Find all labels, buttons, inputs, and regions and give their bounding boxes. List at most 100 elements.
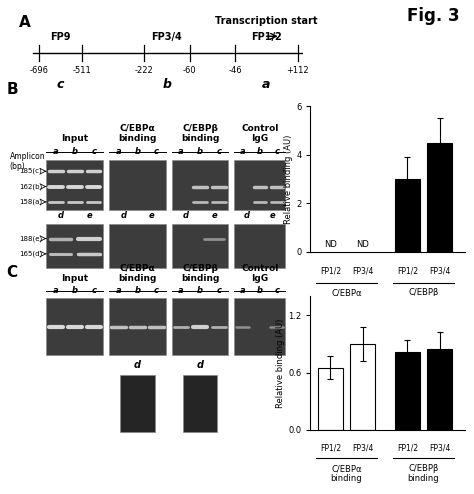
Text: C/EBPα
binding: C/EBPα binding: [331, 288, 362, 308]
Text: a: a: [53, 286, 59, 294]
Text: -511: -511: [72, 66, 91, 75]
Text: a: a: [240, 147, 246, 156]
Text: c: c: [217, 147, 221, 156]
Text: -696: -696: [29, 66, 48, 75]
Bar: [46, 224, 103, 268]
Text: Control
IgG: Control IgG: [241, 264, 278, 283]
Text: d: d: [58, 211, 64, 220]
Text: a: a: [53, 147, 59, 156]
Text: a: a: [116, 286, 121, 294]
Text: e: e: [86, 211, 92, 220]
Text: ND: ND: [356, 240, 369, 249]
Text: c: c: [154, 147, 159, 156]
Bar: [172, 224, 228, 268]
Text: Input: Input: [61, 134, 89, 143]
Text: -60: -60: [183, 66, 196, 75]
Text: FP3/4: FP3/4: [152, 32, 182, 41]
Text: b: b: [135, 286, 140, 294]
Y-axis label: Relative binding (AU): Relative binding (AU): [284, 134, 293, 224]
Text: c: c: [154, 286, 159, 294]
Bar: [427, 143, 452, 252]
Text: 188(e): 188(e): [19, 235, 42, 242]
Text: b: b: [197, 286, 203, 294]
Text: b: b: [72, 147, 78, 156]
Text: d: d: [197, 361, 203, 370]
Bar: [234, 298, 285, 355]
Text: 165(d): 165(d): [19, 250, 42, 257]
Text: d: d: [183, 211, 189, 220]
Text: b: b: [135, 147, 140, 156]
Text: d: d: [120, 211, 126, 220]
Text: b: b: [72, 286, 78, 294]
Text: ND: ND: [324, 240, 337, 249]
Bar: [183, 375, 217, 432]
Text: 185(c): 185(c): [19, 168, 42, 174]
Text: b: b: [257, 147, 263, 156]
Bar: [109, 160, 166, 210]
Text: a: a: [178, 147, 184, 156]
Text: FP1/2: FP1/2: [397, 443, 418, 452]
Y-axis label: Relative binding (AU): Relative binding (AU): [276, 319, 285, 408]
Text: c: c: [274, 286, 279, 294]
Bar: [234, 160, 285, 210]
Text: FP1/2: FP1/2: [320, 443, 341, 452]
Text: Amplicon
(bp): Amplicon (bp): [9, 152, 45, 171]
Text: C/EBPα
binding: C/EBPα binding: [118, 124, 156, 143]
Text: e: e: [211, 211, 217, 220]
Text: c: c: [56, 79, 64, 91]
Bar: [350, 344, 375, 430]
Text: FP1/2: FP1/2: [320, 267, 341, 276]
Text: FP3/4: FP3/4: [352, 267, 374, 276]
Text: C/EBPα
binding: C/EBPα binding: [118, 264, 156, 283]
Text: Transcription start: Transcription start: [215, 16, 318, 26]
Text: FP1/2: FP1/2: [251, 32, 282, 41]
Text: -222: -222: [135, 66, 154, 75]
Text: c: c: [217, 286, 221, 294]
Bar: [109, 298, 166, 355]
Text: Control
IgG: Control IgG: [241, 124, 278, 143]
Text: e: e: [270, 211, 275, 220]
Text: B: B: [7, 82, 18, 97]
Text: Input: Input: [61, 274, 89, 283]
Text: a: a: [116, 147, 121, 156]
Text: FP9: FP9: [50, 32, 71, 41]
Text: Fig. 3: Fig. 3: [407, 7, 460, 25]
Text: c: c: [274, 147, 279, 156]
Text: d: d: [134, 361, 141, 370]
Bar: [46, 160, 103, 210]
Bar: [234, 224, 285, 268]
Bar: [172, 298, 228, 355]
Bar: [46, 298, 103, 355]
Text: 162(b): 162(b): [19, 183, 42, 190]
Text: a: a: [240, 286, 246, 294]
Bar: [120, 375, 155, 432]
Text: C/EBPβ
binding: C/EBPβ binding: [181, 264, 219, 283]
Text: C/EBPβ
binding: C/EBPβ binding: [408, 464, 439, 484]
Text: C/EBPα
binding: C/EBPα binding: [331, 464, 362, 484]
Bar: [427, 349, 452, 430]
Text: FP3/4: FP3/4: [352, 443, 374, 452]
Text: -46: -46: [228, 66, 242, 75]
Text: C: C: [7, 265, 18, 280]
Text: a: a: [262, 79, 271, 91]
Bar: [109, 224, 166, 268]
Bar: [318, 368, 343, 430]
Text: a: a: [178, 286, 184, 294]
Text: FP3/4: FP3/4: [429, 443, 450, 452]
Text: A: A: [19, 15, 31, 30]
Text: C/EBPβ
binding: C/EBPβ binding: [408, 288, 439, 308]
Text: b: b: [163, 79, 171, 91]
Text: C/EBPβ
binding: C/EBPβ binding: [181, 124, 219, 143]
Bar: [172, 160, 228, 210]
Text: e: e: [149, 211, 155, 220]
Text: FP1/2: FP1/2: [397, 267, 418, 276]
Text: b: b: [257, 286, 263, 294]
Text: 158(a): 158(a): [19, 199, 42, 205]
Text: FP3/4: FP3/4: [429, 267, 450, 276]
Text: c: c: [91, 286, 96, 294]
Bar: [395, 179, 420, 252]
Text: c: c: [91, 147, 96, 156]
Text: d: d: [244, 211, 250, 220]
Text: b: b: [197, 147, 203, 156]
Text: +112: +112: [286, 66, 309, 75]
